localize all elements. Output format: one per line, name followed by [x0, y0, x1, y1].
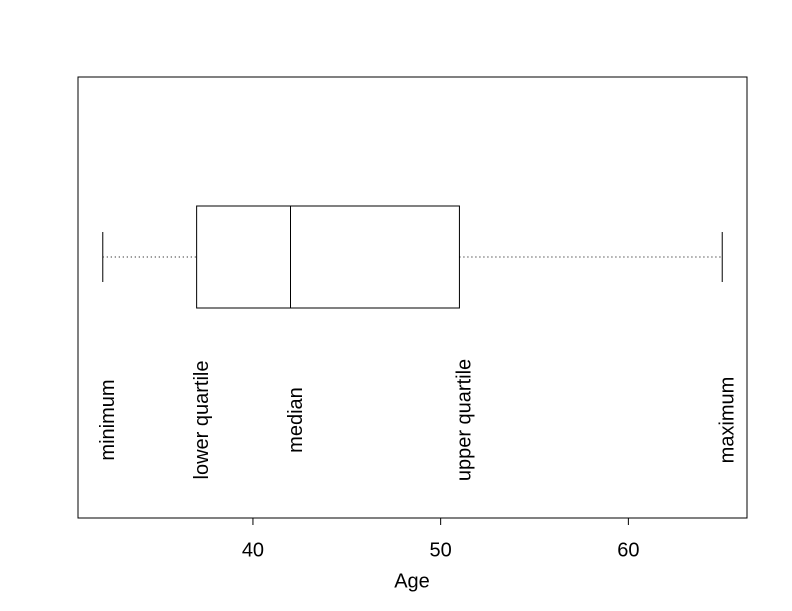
annotation: upper quartile [454, 359, 476, 481]
box [196, 205, 460, 309]
annotation: minimum [97, 379, 119, 460]
x-tick-label: 60 [617, 539, 639, 561]
plot-frame [77, 76, 748, 519]
x-axis-label: Age [394, 570, 430, 592]
x-tick-label: 50 [430, 539, 452, 561]
annotation: maximum [717, 377, 739, 464]
annotation: median [285, 387, 307, 453]
x-tick-label: 40 [242, 539, 264, 561]
annotation: lower quartile [191, 361, 213, 480]
